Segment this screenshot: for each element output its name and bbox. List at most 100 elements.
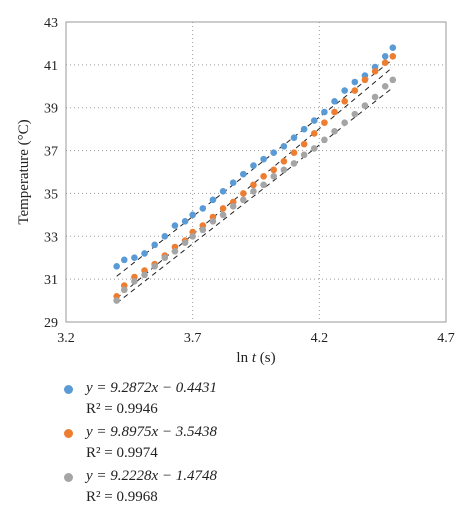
x-tick-label: 3.2 [57, 331, 75, 346]
data-point-series-2 [361, 76, 369, 84]
data-point-series-1 [290, 134, 298, 142]
data-point-series-3 [171, 247, 179, 255]
x-tick-label: 4.2 [311, 331, 329, 346]
data-point-series-3 [181, 239, 189, 247]
legend-equation-series-3: y = 9.2228x − 1.4748 [86, 468, 218, 484]
chart: 3.2 3.7 4.2 4.7 29 31 33 35 37 39 41 43 ln t (s) T… [16, 16, 455, 366]
data-point-series-1 [331, 97, 338, 105]
trendline-series-3 [116, 87, 394, 304]
data-point-series-1 [381, 52, 389, 60]
data-point-series-3 [381, 82, 389, 90]
data-point-series-3 [199, 226, 207, 234]
y-tick-label: 35 [44, 187, 58, 202]
data-point-series-1 [280, 142, 288, 150]
data-point-series-2 [341, 97, 348, 105]
data-point-series-2 [240, 190, 247, 197]
y-tick-label: 41 [44, 59, 58, 74]
data-point-series-3 [120, 286, 128, 294]
data-point-series-1 [131, 254, 138, 262]
data-point-series-1 [209, 196, 217, 204]
data-point-series-2 [331, 108, 338, 116]
y-tick-label: 39 [44, 102, 58, 117]
data-point-series-1 [171, 222, 179, 229]
x-tick-label: 4.7 [437, 331, 455, 346]
data-point-series-3 [331, 127, 338, 135]
y-tick-label: 31 [44, 273, 58, 288]
y-tick-label: 33 [44, 230, 58, 245]
data-point-series-3 [310, 145, 318, 152]
legend-r2-series-1: R² = 0.9946 [86, 401, 158, 417]
y-tick-labels: 29 31 33 35 37 39 41 43 [44, 16, 58, 331]
legend-marker-series-3 [64, 473, 73, 482]
data-point-series-2 [300, 140, 308, 148]
legend-r2-series-3: R² = 0.9968 [86, 489, 158, 505]
data-point-series-3 [240, 196, 247, 204]
data-point-series-3 [250, 187, 257, 195]
data-point-series-1 [389, 44, 397, 52]
y-axis-title: Temperature (°C) [16, 119, 32, 224]
data-point-series-1 [260, 155, 267, 163]
legend-equation-series-2: y = 9.8975x − 3.5438 [86, 424, 218, 440]
data-point-series-3 [361, 102, 369, 109]
data-point-series-3 [341, 119, 348, 127]
data-point-series-1 [300, 125, 308, 133]
x-tick-label: 3.7 [184, 331, 202, 346]
y-tick-label: 29 [44, 316, 58, 331]
data-point-series-2 [219, 205, 227, 212]
data-point-series-2 [280, 157, 288, 165]
legend-marker-series-1 [64, 385, 73, 394]
data-point-series-2 [260, 172, 267, 180]
data-point-series-3 [141, 271, 148, 279]
data-point-series-1 [229, 179, 237, 187]
y-tick-label: 43 [44, 16, 58, 31]
data-point-series-3 [371, 93, 379, 101]
data-point-series-2 [310, 130, 318, 137]
legend: y = 9.2872x − 0.4431 R² = 0.9946 y = 9.8… [56, 380, 416, 512]
data-point-series-2 [321, 119, 328, 127]
data-point-series-3 [351, 110, 359, 118]
x-axis-title: ln t (s) [236, 350, 275, 366]
legend-equation-series-1: y = 9.2872x − 0.4431 [86, 380, 218, 396]
trendlines [116, 58, 394, 304]
data-point-series-2 [250, 181, 257, 189]
plot-area [65, 21, 447, 323]
x-tick-labels: 3.2 3.7 4.2 4.7 [57, 331, 455, 346]
data-point-series-2 [389, 52, 397, 60]
data-point-series-1 [161, 232, 169, 240]
data-point-series-3 [209, 217, 217, 225]
data-point-series-1 [250, 162, 257, 169]
data-point-series-1 [199, 205, 207, 212]
legend-entry-series-1: y = 9.2872x − 0.4431 R² = 0.9946 [56, 380, 416, 424]
data-point-series-3 [300, 151, 308, 159]
data-point-series-3 [131, 277, 138, 285]
legend-marker-series-2 [64, 429, 73, 438]
data-point-series-2 [371, 67, 379, 75]
data-point-series-2 [270, 166, 278, 174]
y-tick-label: 37 [44, 145, 58, 160]
data-point-series-1 [219, 187, 227, 195]
data-point-series-2 [351, 87, 359, 94]
data-point-series-1 [151, 241, 158, 249]
data-point-series-1 [310, 117, 318, 124]
data-point-series-1 [189, 211, 196, 219]
data-point-series-3 [189, 232, 196, 240]
legend-entry-series-3: y = 9.2228x − 1.4748 R² = 0.9968 [56, 468, 416, 512]
data-point-series-3 [321, 136, 328, 144]
data-point-series-3 [151, 262, 158, 270]
legend-r2-series-2: R² = 0.9974 [86, 445, 158, 461]
data-point-series-1 [321, 108, 328, 116]
data-point-series-3 [290, 160, 298, 167]
legend-entry-series-2: y = 9.8975x − 3.5438 R² = 0.9974 [56, 424, 416, 468]
data-point-series-2 [290, 149, 298, 157]
data-point-series-3 [270, 172, 278, 180]
data-point-series-3 [219, 211, 227, 219]
data-point-series-1 [120, 256, 128, 264]
data-point-series-3 [260, 181, 267, 189]
grid-lines [66, 22, 446, 322]
data-point-series-2 [381, 59, 389, 67]
data-point-series-3 [161, 254, 169, 262]
data-point-series-1 [270, 149, 278, 157]
data-point-series-3 [113, 297, 120, 304]
data-points [113, 44, 397, 304]
data-point-series-1 [240, 170, 247, 178]
